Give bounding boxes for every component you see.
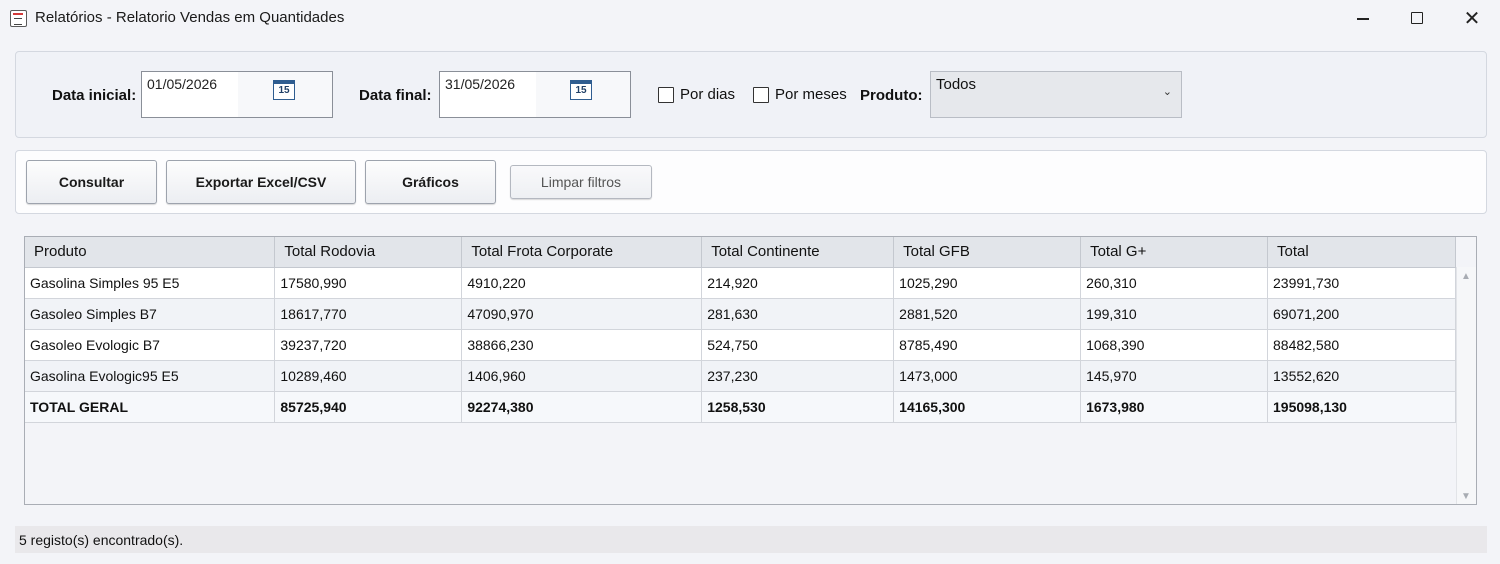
table-cell: 38866,230 [461,329,703,361]
export-button[interactable]: Exportar Excel/CSV [166,160,356,204]
table-cell: 214,920 [701,267,895,299]
vertical-scrollbar[interactable]: ▲ ▼ [1456,267,1476,504]
table-cell: 4910,220 [461,267,703,299]
column-header[interactable]: Total Frota Corporate [461,237,703,268]
maximize-icon [1411,12,1423,24]
table-cell: 2881,520 [893,298,1082,330]
table-cell: 1406,960 [461,360,703,392]
calendar-icon[interactable]: 15 [570,80,592,100]
column-header[interactable]: Total Continente [701,237,895,268]
table-row[interactable]: Gasoleo Simples B7 18617,770 47090,970 2… [25,298,1456,330]
table-cell: 281,630 [701,298,895,330]
table-cell: 18617,770 [274,298,463,330]
query-button[interactable]: Consultar [26,160,157,204]
table-cell: 1025,290 [893,267,1082,299]
table-cell: 92274,380 [461,391,703,423]
calendar-icon[interactable]: 15 [273,80,295,100]
table-cell: 10289,460 [274,360,463,392]
charts-button[interactable]: Gráficos [365,160,496,204]
by-months-checkbox[interactable] [753,87,769,103]
table-cell: 23991,730 [1267,267,1456,299]
start-date-picker[interactable]: 01/05/2026 15 [141,71,333,118]
end-date-picker[interactable]: 31/05/2026 15 [439,71,631,118]
close-icon: ✕ [1463,7,1481,30]
status-bar: 5 registo(s) encontrado(s). [15,526,1487,553]
table-cell: 47090,970 [461,298,703,330]
table-cell: 14165,300 [893,391,1082,423]
table-cell: TOTAL GERAL [25,391,276,423]
table-row[interactable]: Gasolina Simples 95 E5 17580,990 4910,22… [25,267,1456,299]
by-days-label[interactable]: Por dias [680,86,736,103]
table-cell: 524,750 [701,329,895,361]
table-cell: 1673,980 [1080,391,1268,423]
table-cell: 199,310 [1080,298,1268,330]
table-cell: 13552,620 [1267,360,1456,392]
table-cell: Gasoleo Simples B7 [25,298,276,330]
table-cell: 237,230 [701,360,895,392]
scroll-down-icon[interactable]: ▼ [1461,491,1471,502]
table-cell: 88482,580 [1267,329,1456,361]
table-cell: 69071,200 [1267,298,1456,330]
total-row[interactable]: TOTAL GERAL 85725,940 92274,380 1258,530… [25,391,1456,423]
table-row[interactable]: Gasoleo Evologic B7 39237,720 38866,230 … [25,329,1456,361]
minimize-button[interactable] [1338,0,1388,36]
status-text: 5 registo(s) encontrado(s). [19,532,184,548]
end-date-input[interactable]: 31/05/2026 [440,72,536,117]
clear-filters-button[interactable]: Limpar filtros [510,165,652,199]
column-header[interactable]: Total GFB [893,237,1082,268]
table-cell: Gasolina Evologic95 E5 [25,360,276,392]
table-cell: 85725,940 [274,391,463,423]
table-cell: Gasoleo Evologic B7 [25,329,276,361]
table-cell: 8785,490 [893,329,1082,361]
column-header[interactable]: Total [1267,237,1456,268]
results-table: Produto Total Rodovia Total Frota Corpor… [25,237,1456,423]
close-button[interactable]: ✕ [1447,0,1497,36]
by-days-checkbox[interactable] [658,87,674,103]
end-date-label: Data final: [359,87,432,104]
app-icon [10,10,27,27]
table-cell: 17580,990 [274,267,463,299]
table-cell: 39237,720 [274,329,463,361]
product-select[interactable]: Todos ⌄ [930,71,1182,118]
column-header[interactable]: Total G+ [1080,237,1268,268]
product-label: Produto: [860,87,923,104]
table-cell: 1473,000 [893,360,1082,392]
maximize-button[interactable] [1392,0,1442,36]
table-cell: 195098,130 [1267,391,1456,423]
table-cell: 1258,530 [701,391,895,423]
table-header-row: Produto Total Rodovia Total Frota Corpor… [25,237,1456,268]
table-cell: 145,970 [1080,360,1268,392]
by-months-label[interactable]: Por meses [775,86,847,103]
minimize-icon [1357,18,1369,20]
column-header[interactable]: Produto [25,237,276,268]
results-grid[interactable]: Produto Total Rodovia Total Frota Corpor… [24,236,1477,505]
table-row[interactable]: Gasolina Evologic95 E5 10289,460 1406,96… [25,360,1456,392]
start-date-input[interactable]: 01/05/2026 [142,72,238,117]
table-cell: 1068,390 [1080,329,1268,361]
window-title: Relatórios - Relatorio Vendas em Quantid… [35,9,345,26]
table-cell: 260,310 [1080,267,1268,299]
chevron-down-icon: ⌄ [1162,86,1172,98]
product-selected-value: Todos [936,76,977,93]
start-date-label: Data inicial: [52,87,137,104]
title-bar: Relatórios - Relatorio Vendas em Quantid… [0,0,1500,36]
scroll-up-icon[interactable]: ▲ [1461,271,1471,282]
column-header[interactable]: Total Rodovia [274,237,463,268]
table-cell: Gasolina Simples 95 E5 [25,267,276,299]
